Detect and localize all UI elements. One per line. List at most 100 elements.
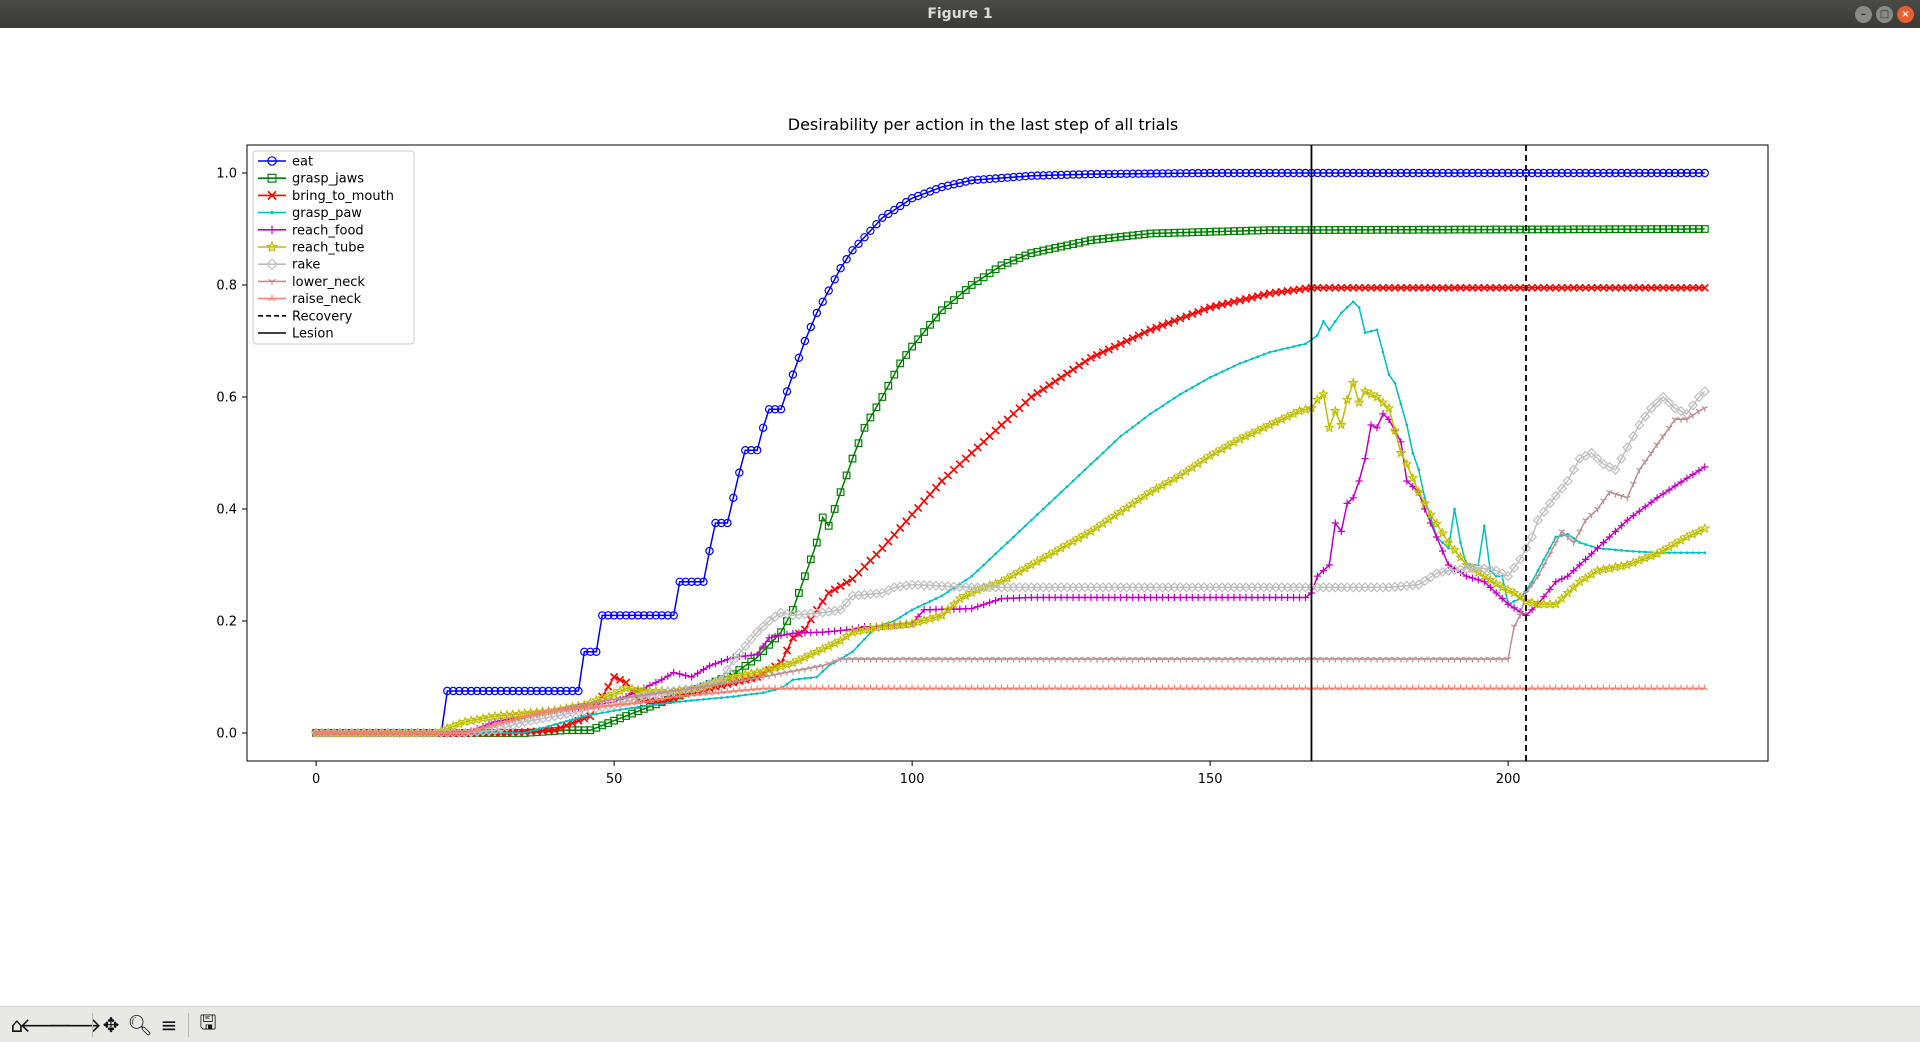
data-point — [1451, 656, 1458, 663]
data-point — [1355, 477, 1363, 485]
data-point — [1259, 226, 1268, 235]
data-point — [879, 684, 886, 691]
data-point — [1115, 506, 1127, 517]
save-icon[interactable]: 🖫 — [199, 1010, 217, 1034]
data-point — [521, 712, 528, 719]
data-point — [1415, 684, 1422, 691]
data-point — [612, 709, 616, 712]
legend-label: Recovery — [292, 309, 353, 324]
data-point — [803, 677, 807, 680]
data-point — [1504, 656, 1512, 663]
data-point — [1408, 168, 1418, 178]
data-point — [706, 689, 713, 696]
data-point — [1390, 283, 1399, 292]
data-point — [1689, 470, 1697, 479]
minimize-button[interactable]: – — [1855, 5, 1872, 23]
data-point — [776, 405, 786, 414]
series-raise-neck — [312, 684, 1709, 736]
data-point — [1395, 447, 1407, 458]
data-point — [553, 723, 556, 726]
data-point — [1700, 283, 1709, 292]
data-point — [1110, 169, 1120, 179]
data-point — [551, 707, 558, 713]
data-point — [1077, 474, 1081, 477]
data-point — [1647, 283, 1656, 292]
forward-arrow-icon[interactable]: 🡒 — [48, 1013, 102, 1037]
configure-subplots-icon[interactable]: ≡ — [160, 1013, 178, 1037]
data-point — [1104, 345, 1113, 354]
data-point — [1575, 168, 1584, 178]
data-point — [615, 611, 625, 620]
data-point — [1437, 527, 1448, 538]
data-point — [782, 646, 792, 655]
data-point — [594, 712, 598, 716]
data-point — [1189, 656, 1196, 663]
data-point — [1149, 412, 1152, 416]
data-point — [1445, 684, 1452, 691]
data-point — [1552, 684, 1560, 691]
zoom-icon[interactable]: 🔍︎ — [127, 1013, 153, 1037]
pan-icon[interactable]: ✥ — [102, 1013, 120, 1037]
data-point — [1695, 408, 1703, 415]
data-point — [587, 703, 594, 710]
data-point — [581, 704, 588, 711]
data-point — [1444, 283, 1453, 292]
legend-item: bring_to_mouth — [258, 189, 394, 204]
data-point — [396, 729, 403, 736]
data-point — [1331, 283, 1340, 292]
data-point — [622, 712, 630, 720]
data-point — [1359, 385, 1371, 397]
data-point — [620, 696, 632, 707]
data-point — [1113, 440, 1117, 444]
data-point — [1683, 474, 1691, 482]
data-point — [1699, 386, 1710, 397]
data-point — [1266, 684, 1273, 691]
data-point — [1238, 362, 1242, 365]
data-point — [1554, 535, 1558, 539]
data-point — [920, 328, 928, 336]
data-point — [1351, 300, 1355, 304]
data-point — [1262, 353, 1266, 356]
axes-frame — [246, 144, 1769, 762]
data-point — [1520, 595, 1532, 607]
data-point — [1617, 168, 1626, 178]
legend-item: raise_neck — [258, 292, 362, 307]
data-point — [1182, 312, 1191, 321]
data-point — [1645, 550, 1657, 561]
legend-item: Lesion — [258, 327, 334, 342]
data-point — [1510, 684, 1518, 691]
data-point — [896, 359, 905, 368]
data-point — [600, 711, 604, 715]
data-point — [1184, 389, 1188, 393]
home-icon[interactable]: ⌂ — [10, 1013, 24, 1037]
data-point — [1620, 549, 1623, 552]
data-point — [795, 684, 803, 691]
data-point — [950, 656, 958, 663]
data-point — [1491, 168, 1501, 178]
data-point — [467, 727, 475, 734]
data-point — [1349, 684, 1357, 691]
data-point — [372, 729, 379, 736]
data-point — [785, 682, 789, 686]
close-button[interactable]: × — [1897, 5, 1914, 23]
data-point — [1286, 346, 1289, 350]
data-point — [1409, 483, 1417, 491]
data-point — [1301, 168, 1310, 178]
data-point — [1283, 168, 1292, 178]
data-point — [651, 611, 661, 620]
data-point — [1367, 226, 1376, 234]
data-point — [1492, 283, 1501, 292]
data-point — [1378, 168, 1388, 178]
data-point — [1408, 225, 1417, 234]
data-point — [1403, 684, 1411, 691]
data-point — [1647, 450, 1655, 457]
data-point — [955, 178, 965, 188]
data-point — [1343, 283, 1352, 292]
data-point — [1246, 427, 1258, 439]
data-point — [543, 712, 554, 723]
data-point — [1457, 656, 1464, 663]
data-point — [944, 684, 952, 691]
maximize-button[interactable]: □ — [1876, 5, 1893, 23]
data-point — [1617, 522, 1625, 530]
data-point — [1186, 461, 1198, 473]
